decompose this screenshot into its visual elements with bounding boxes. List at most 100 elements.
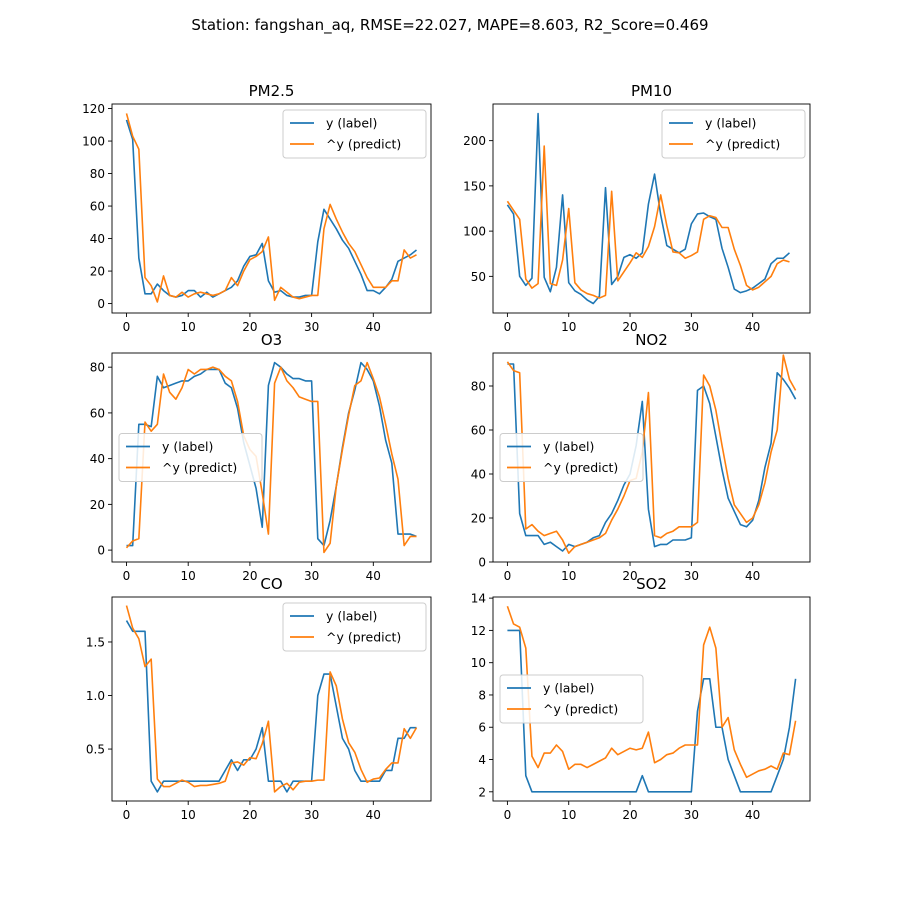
- panel-title-co: CO: [260, 575, 282, 593]
- panel-no2: NO2 0 10 20 30 40 0 20 40 60 80 y (label) ^y (predic…: [471, 331, 811, 583]
- y-tick-label: 80: [90, 361, 105, 375]
- panel-so2: SO2 0 10 20 30 40 2 4 6 8 10 12 14 y (label) ^y (predi…: [471, 575, 811, 822]
- legend-box: [118, 433, 263, 482]
- legend-label: ^y (predict): [162, 460, 237, 475]
- x-tick-label: 40: [745, 320, 760, 334]
- x-tick-label: 10: [181, 320, 196, 334]
- x-tick-label: 0: [504, 569, 512, 583]
- panel-o3: O3 0 10 20 30 40 0 20 40 60 80 y (label) ^y (predict…: [90, 331, 432, 583]
- x-tick-label: 10: [561, 808, 576, 822]
- x-tick-label: 20: [622, 320, 637, 334]
- y-tick-label: 20: [90, 498, 105, 512]
- x-tick-label: 0: [123, 808, 131, 822]
- x-tick-label: 30: [684, 320, 699, 334]
- x-tick-label: 10: [181, 808, 196, 822]
- legend-box: [499, 433, 644, 482]
- x-tick-label: 40: [366, 569, 381, 583]
- panel-pm10: PM10 0 10 20 30 40 50 100 150 200 y (label) ^y (pre…: [463, 82, 811, 334]
- legend-label: y (label): [326, 609, 377, 624]
- legend-label: y (label): [162, 439, 213, 454]
- legend-pm25: y (label) ^y (predict): [282, 109, 427, 159]
- legend-label: ^y (predict): [543, 460, 618, 475]
- figure-title: Station: fangshan_aq, RMSE=22.027, MAPE=…: [191, 16, 708, 35]
- y-tick-label: 10: [471, 656, 486, 670]
- y-tick-label: 8: [478, 688, 486, 702]
- axes-frame-so2: [492, 596, 811, 802]
- legend-box: [661, 109, 806, 159]
- y-tick-label: 4: [478, 753, 486, 767]
- y-tick-label: 0: [97, 297, 105, 311]
- x-tick-label: 0: [504, 808, 512, 822]
- axes-frame-pm10: [492, 103, 811, 314]
- legend-co: y (label) ^y (predict): [282, 602, 427, 652]
- series-line-predict-pm25: [125, 113, 417, 303]
- panel-title-so2: SO2: [636, 575, 667, 593]
- x-tick-label: 20: [622, 808, 637, 822]
- legend-label: y (label): [543, 439, 594, 454]
- y-tick-label: 0: [97, 544, 105, 558]
- series-line-label-so2: [507, 629, 797, 793]
- y-tick-label: 100: [463, 225, 486, 239]
- x-tick-label: 20: [242, 808, 257, 822]
- series-line-label-o3: [126, 361, 417, 547]
- series-line-predict-co: [125, 605, 418, 793]
- legend-label: y (label): [543, 681, 594, 696]
- panel-title-pm25: PM2.5: [249, 82, 295, 100]
- x-tick-label: 30: [304, 808, 319, 822]
- y-tick-label: 1.5: [86, 635, 105, 649]
- panel-pm25: PM2.5 0 10 20 30 40 0 20 40 60 80 100 120 y (label) ^y…: [82, 82, 432, 334]
- y-tick-label: 150: [463, 179, 486, 193]
- panel-title-o3: O3: [261, 331, 282, 349]
- y-tick-label: 80: [471, 380, 486, 394]
- y-tick-label: 1.0: [86, 689, 105, 703]
- series-line-predict-pm10: [506, 145, 790, 299]
- y-tick-label: 2: [478, 785, 486, 799]
- legend-label: ^y (predict): [326, 137, 401, 152]
- series-line-label-pm10: [506, 112, 790, 305]
- x-tick-label: 0: [123, 320, 131, 334]
- x-tick-label: 20: [622, 569, 637, 583]
- series-line-predict-so2: [506, 605, 797, 779]
- series-line-label-no2: [507, 363, 797, 552]
- y-tick-label: 40: [90, 232, 105, 246]
- y-tick-label: 20: [471, 512, 486, 526]
- y-tick-label: 12: [471, 624, 486, 638]
- x-tick-label: 40: [745, 569, 760, 583]
- legend-o3: y (label) ^y (predict): [118, 433, 263, 482]
- legend-label: ^y (predict): [326, 630, 401, 645]
- legend-label: ^y (predict): [543, 702, 618, 717]
- legend-box: [499, 674, 644, 724]
- legend-label: y (label): [326, 116, 377, 131]
- y-tick-label: 200: [463, 134, 486, 148]
- y-tick-label: 60: [90, 406, 105, 420]
- x-tick-label: 30: [684, 569, 699, 583]
- axes-frame-no2: [492, 352, 811, 563]
- axes-frame-o3: [111, 352, 432, 563]
- x-tick-label: 30: [304, 320, 319, 334]
- x-tick-label: 30: [684, 808, 699, 822]
- y-tick-label: 50: [471, 270, 486, 284]
- panel-title-no2: NO2: [635, 331, 668, 349]
- y-tick-label: 60: [90, 200, 105, 214]
- x-tick-label: 10: [561, 569, 576, 583]
- x-tick-label: 20: [242, 320, 257, 334]
- y-tick-label: 14: [471, 592, 486, 606]
- x-tick-label: 20: [242, 569, 257, 583]
- panel-title-pm10: PM10: [631, 82, 672, 100]
- legend-no2: y (label) ^y (predict): [499, 433, 644, 482]
- legend-box: [282, 109, 427, 159]
- legend-box: [282, 602, 427, 652]
- y-tick-label: 80: [90, 167, 105, 181]
- y-tick-label: 100: [82, 135, 105, 149]
- series-line-predict-o3: [125, 361, 417, 554]
- x-tick-label: 10: [561, 320, 576, 334]
- legend-pm10: y (label) ^y (predict): [661, 109, 806, 159]
- axes-frame-co: [111, 596, 432, 802]
- x-tick-label: 0: [123, 569, 131, 583]
- panel-co: CO 0 10 20 30 40 0.5 1.0 1.5 y (label) ^y (predict…: [86, 575, 432, 822]
- x-tick-label: 10: [181, 569, 196, 583]
- x-tick-label: 40: [745, 808, 760, 822]
- x-tick-label: 40: [366, 320, 381, 334]
- y-tick-label: 6: [478, 721, 486, 735]
